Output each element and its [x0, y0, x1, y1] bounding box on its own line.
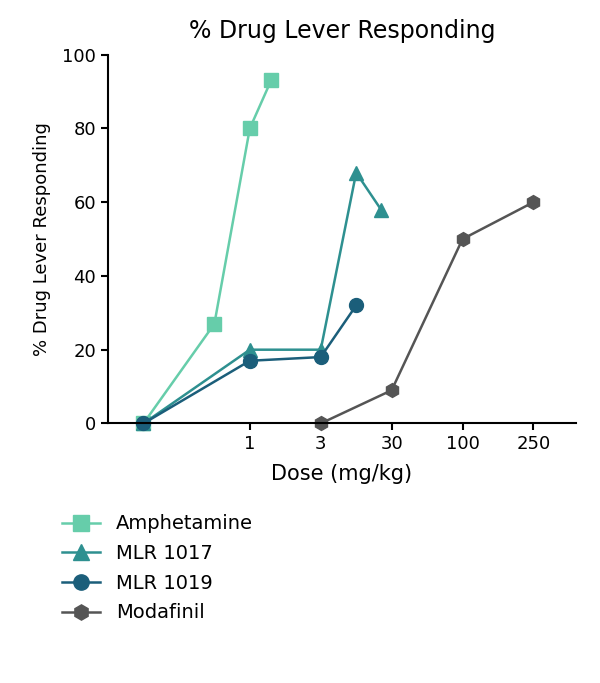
Y-axis label: % Drug Lever Responding: % Drug Lever Responding [33, 122, 51, 356]
Title: % Drug Lever Responding: % Drug Lever Responding [189, 19, 495, 43]
X-axis label: Dose (mg/kg): Dose (mg/kg) [271, 464, 413, 484]
Legend: Amphetamine, MLR 1017, MLR 1019, Modafinil: Amphetamine, MLR 1017, MLR 1019, Modafin… [62, 514, 253, 622]
